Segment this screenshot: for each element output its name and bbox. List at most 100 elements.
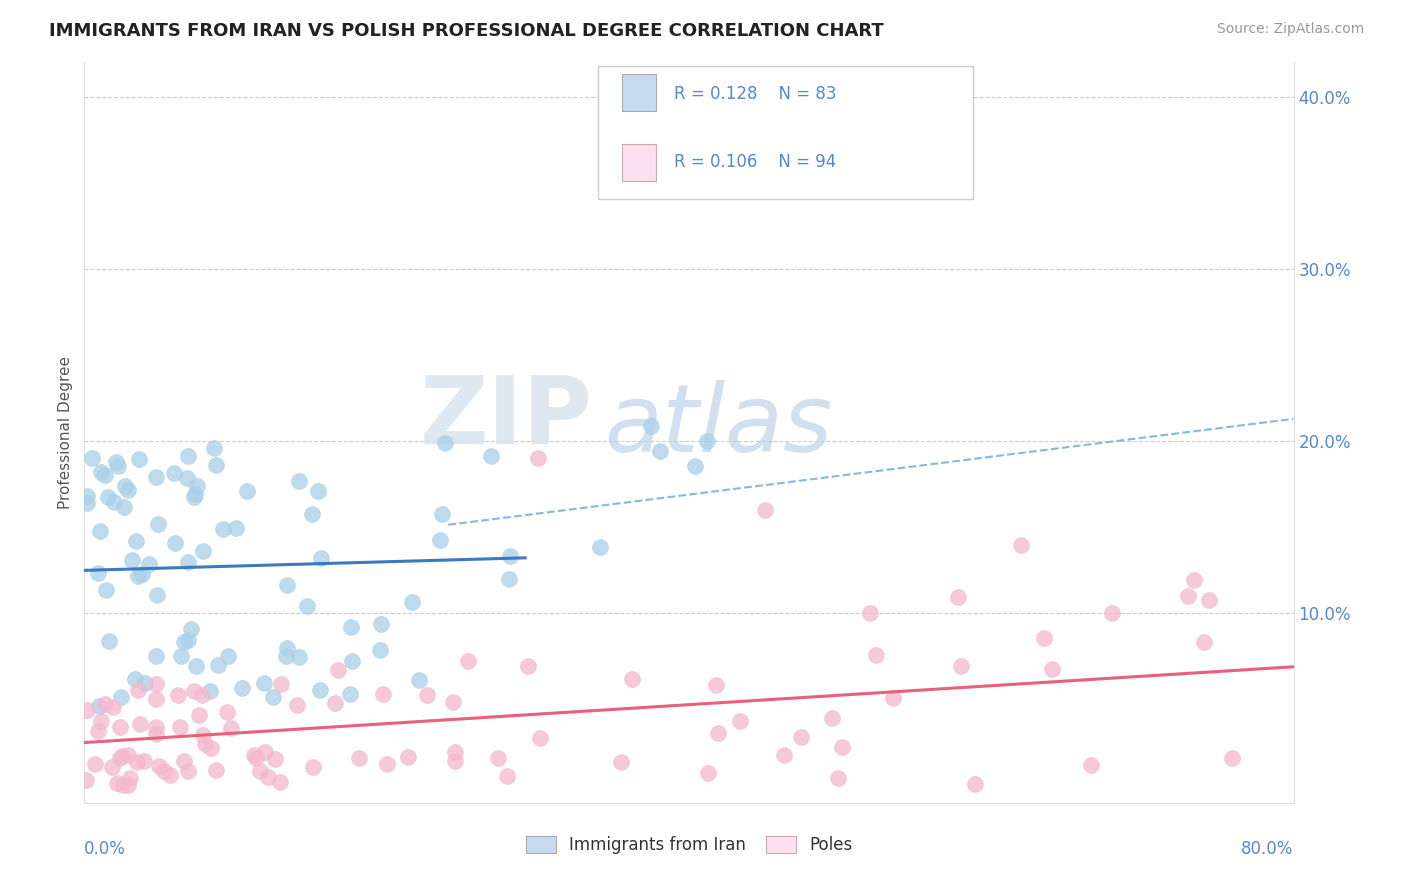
Point [950, 659, 973, 673]
Point [148, 759, 170, 773]
Point [96, 582, 118, 597]
Point [204, 763, 226, 777]
Text: 0.0%: 0.0% [84, 840, 127, 858]
Point [125, 534, 148, 549]
Point [225, 521, 247, 535]
Point [112, 500, 135, 514]
Point [184, 659, 207, 673]
Point [831, 739, 853, 754]
Point [1192, 635, 1215, 649]
Point [1198, 592, 1220, 607]
Point [169, 720, 191, 734]
Point [274, 648, 297, 663]
Point [128, 452, 150, 467]
Point [1177, 589, 1199, 603]
Point [219, 721, 242, 735]
Point [101, 760, 124, 774]
Point [433, 436, 456, 450]
Point [496, 769, 519, 783]
Point [202, 441, 225, 455]
Point [1033, 631, 1056, 645]
Point [243, 747, 266, 762]
Point [90, 465, 112, 479]
Point [262, 690, 284, 705]
Point [276, 641, 298, 656]
Legend: Immigrants from Iran, Poles: Immigrants from Iran, Poles [519, 830, 859, 861]
Point [191, 689, 214, 703]
Point [301, 760, 323, 774]
Point [105, 776, 128, 790]
Point [188, 708, 211, 723]
Point [138, 557, 160, 571]
Point [1011, 537, 1033, 551]
Point [107, 459, 129, 474]
Point [728, 714, 751, 729]
Point [97, 491, 120, 505]
Point [479, 449, 502, 463]
Point [94, 468, 117, 483]
Point [117, 483, 139, 497]
FancyBboxPatch shape [623, 144, 657, 181]
Point [111, 748, 134, 763]
Point [217, 648, 239, 663]
Point [401, 595, 423, 609]
Point [301, 507, 323, 521]
Point [108, 751, 131, 765]
Point [76, 703, 98, 717]
Text: R = 0.128    N = 83: R = 0.128 N = 83 [675, 85, 837, 103]
Point [754, 503, 776, 517]
Point [269, 774, 291, 789]
Point [84, 756, 107, 771]
Point [125, 755, 148, 769]
Point [429, 533, 451, 547]
Point [370, 617, 392, 632]
Point [177, 764, 200, 779]
Text: ZIP: ZIP [419, 372, 592, 464]
Point [76, 496, 98, 510]
Point [76, 489, 98, 503]
Point [683, 458, 706, 473]
Point [527, 451, 550, 466]
Point [349, 751, 371, 765]
Point [114, 479, 136, 493]
Point [97, 633, 120, 648]
Point [882, 691, 904, 706]
Point [257, 771, 280, 785]
Point [340, 620, 363, 634]
Point [443, 745, 465, 759]
Point [129, 717, 152, 731]
Point [110, 690, 132, 705]
Point [180, 622, 202, 636]
Point [89, 698, 111, 713]
Text: 80.0%: 80.0% [1241, 840, 1294, 858]
Point [235, 483, 257, 498]
Point [145, 470, 167, 484]
Point [486, 751, 509, 765]
Point [124, 672, 146, 686]
Point [89, 524, 111, 538]
Point [200, 740, 222, 755]
Point [183, 486, 205, 500]
Point [176, 471, 198, 485]
FancyBboxPatch shape [623, 73, 657, 111]
Point [249, 764, 271, 778]
Point [650, 443, 672, 458]
Point [610, 755, 633, 769]
FancyBboxPatch shape [599, 66, 973, 200]
Point [821, 710, 844, 724]
Point [245, 751, 267, 765]
Point [145, 677, 167, 691]
Point [165, 535, 187, 549]
Point [308, 683, 330, 698]
Point [145, 691, 167, 706]
Point [589, 540, 612, 554]
Point [131, 567, 153, 582]
Point [103, 699, 125, 714]
Point [86, 566, 108, 580]
Point [253, 745, 276, 759]
Point [790, 730, 813, 744]
Point [145, 720, 167, 734]
Point [127, 569, 149, 583]
Point [323, 696, 346, 710]
Point [112, 778, 135, 792]
